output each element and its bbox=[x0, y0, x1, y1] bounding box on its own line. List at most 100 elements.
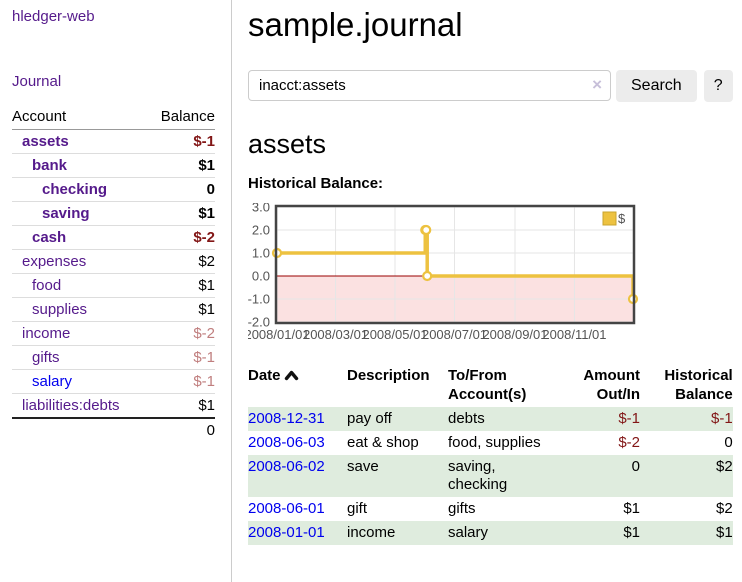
chart-legend-swatch bbox=[603, 212, 616, 225]
account-link-expenses[interactable]: expenses bbox=[22, 253, 86, 270]
transaction-amount: 0 bbox=[570, 455, 640, 497]
accounts-table: Account Balance assets $-1 bank $1 checking 0… bbox=[12, 106, 215, 442]
account-link-gifts[interactable]: gifts bbox=[32, 349, 60, 366]
transaction-accounts: food, supplies bbox=[448, 431, 570, 455]
chart-heading: Historical Balance: bbox=[248, 176, 733, 192]
register-header-accounts: To/From Account(s) bbox=[448, 364, 570, 407]
chart-ytick-label: 2.0 bbox=[252, 223, 270, 238]
register-header-row: Date Description To/From Account(s) Amou… bbox=[248, 364, 733, 407]
sidebar-item-journal[interactable]: Journal bbox=[12, 73, 61, 90]
account-row: checking 0 bbox=[12, 178, 215, 202]
transaction-date-link[interactable]: 2008-06-01 bbox=[248, 500, 325, 517]
chart-xtick-label: 2008/11/01 bbox=[542, 327, 606, 342]
account-balance: $1 bbox=[147, 298, 215, 322]
transaction-date-link[interactable]: 2008-01-01 bbox=[248, 524, 325, 541]
transaction-row[interactable]: 2008-12-31pay offdebts$-1$-1 bbox=[248, 407, 733, 431]
transaction-row[interactable]: 2008-06-01giftgifts$1$2 bbox=[248, 497, 733, 521]
page-title: sample.journal bbox=[248, 6, 733, 44]
account-link-assets[interactable]: assets bbox=[22, 133, 69, 150]
account-row: supplies $1 bbox=[12, 298, 215, 322]
transaction-balance: 0 bbox=[640, 431, 733, 455]
account-balance: $-1 bbox=[147, 130, 215, 154]
account-link-saving[interactable]: saving bbox=[42, 205, 90, 222]
register-header-description: Description bbox=[347, 364, 448, 407]
account-heading: assets bbox=[248, 129, 733, 159]
app-title-link[interactable]: hledger-web bbox=[12, 8, 95, 26]
transaction-date-link[interactable]: 2008-06-03 bbox=[248, 434, 325, 451]
account-link-liabilities-debts[interactable]: liabilities:debts bbox=[22, 397, 120, 414]
accounts-total-row: 0 bbox=[12, 418, 215, 442]
sort-ascending-icon bbox=[284, 367, 299, 386]
account-balance: $-1 bbox=[147, 370, 215, 394]
chart-xtick-label: 2008/01/01 bbox=[248, 327, 310, 342]
transaction-balance: $2 bbox=[640, 455, 733, 497]
transaction-date-link[interactable]: 2008-12-31 bbox=[248, 410, 325, 427]
chart-legend-label: $ bbox=[618, 211, 626, 226]
register-table-body: 2008-12-31pay offdebts$-1$-1 2008-06-03 ea… bbox=[248, 407, 733, 545]
account-row: cash $-2 bbox=[12, 226, 215, 250]
transaction-description: income bbox=[347, 521, 448, 545]
account-row: assets $-1 bbox=[12, 130, 215, 154]
chart-canvas: $3.02.01.00.0-1.0-2.02008/01/012008/03/0… bbox=[248, 203, 642, 345]
account-balance: $1 bbox=[147, 202, 215, 226]
account-link-cash[interactable]: cash bbox=[32, 229, 66, 246]
sidebar-nav: Journal bbox=[12, 73, 215, 91]
register-header-amount: Amount Out/In bbox=[570, 364, 640, 407]
account-link-bank[interactable]: bank bbox=[32, 157, 67, 174]
historical-balance-chart[interactable]: $3.02.01.00.0-1.0-2.02008/01/012008/03/0… bbox=[248, 203, 733, 345]
transaction-accounts: saving, checking bbox=[448, 455, 570, 497]
account-balance: $1 bbox=[147, 274, 215, 298]
transaction-balance: $2 bbox=[640, 497, 733, 521]
accounts-table-body: assets $-1 bank $1 checking 0 saving $1 cash $-2 e… bbox=[12, 130, 215, 419]
chart-xtick-label: 2008/05/01 bbox=[362, 327, 427, 342]
chart-ytick-label: 3.0 bbox=[252, 203, 270, 215]
transaction-balance: $-1 bbox=[640, 407, 733, 431]
chart-xtick-label: 2008/03/01 bbox=[303, 327, 368, 342]
register-header-date[interactable]: Date bbox=[248, 364, 347, 407]
transaction-row[interactable]: 2008-01-01incomesalary$1$1 bbox=[248, 521, 733, 545]
account-link-income[interactable]: income bbox=[22, 325, 70, 342]
accounts-total-value: 0 bbox=[147, 418, 215, 442]
transaction-amount: $-2 bbox=[570, 431, 640, 455]
account-balance: $-2 bbox=[147, 226, 215, 250]
transaction-description: save bbox=[347, 455, 448, 497]
sidebar: hledger-web Journal Account Balance asse… bbox=[0, 0, 232, 582]
app-window: hledger-web Journal Account Balance asse… bbox=[0, 0, 742, 582]
account-row: salary $-1 bbox=[12, 370, 215, 394]
register-table: Date Description To/From Account(s) Amou… bbox=[248, 364, 733, 545]
transaction-balance: $1 bbox=[640, 521, 733, 545]
transaction-description: eat & shop bbox=[347, 431, 448, 455]
transaction-amount: $-1 bbox=[570, 407, 640, 431]
account-link-salary[interactable]: salary bbox=[32, 373, 72, 390]
accounts-total-spacer bbox=[12, 418, 147, 442]
help-button[interactable]: ? bbox=[704, 70, 733, 102]
account-balance: 0 bbox=[147, 178, 215, 202]
account-row: income $-2 bbox=[12, 322, 215, 346]
transaction-date-link[interactable]: 2008-06-02 bbox=[248, 458, 325, 475]
chart-data-point bbox=[423, 272, 431, 280]
search-form: × Search ? bbox=[248, 70, 733, 102]
account-balance: $1 bbox=[147, 394, 215, 419]
transaction-row[interactable]: 2008-06-02 savesaving, checking0$2 bbox=[248, 455, 733, 497]
search-button[interactable]: Search bbox=[616, 70, 697, 102]
transaction-amount: $1 bbox=[570, 521, 640, 545]
account-row: saving $1 bbox=[12, 202, 215, 226]
register-header-date-label: Date bbox=[248, 367, 281, 384]
transaction-row[interactable]: 2008-06-03 eat & shopfood, supplies$-20 bbox=[248, 431, 733, 455]
account-row: liabilities:debts $1 bbox=[12, 394, 215, 419]
transaction-accounts: salary bbox=[448, 521, 570, 545]
chart-ytick-label: 1.0 bbox=[252, 246, 270, 261]
main-content: sample.journal × Search ? assets Histori… bbox=[232, 0, 742, 582]
account-link-checking[interactable]: checking bbox=[42, 181, 107, 198]
clear-search-icon[interactable]: × bbox=[592, 75, 602, 95]
account-link-food[interactable]: food bbox=[32, 277, 61, 294]
account-balance: $-1 bbox=[147, 346, 215, 370]
accounts-header-account: Account bbox=[12, 106, 147, 130]
chart-ytick-label: 0.0 bbox=[252, 269, 270, 284]
chart-data-point bbox=[422, 226, 430, 234]
accounts-header-balance: Balance bbox=[147, 106, 215, 130]
account-balance: $-2 bbox=[147, 322, 215, 346]
account-row: gifts $-1 bbox=[12, 346, 215, 370]
search-input[interactable] bbox=[248, 70, 611, 101]
account-link-supplies[interactable]: supplies bbox=[32, 301, 87, 318]
